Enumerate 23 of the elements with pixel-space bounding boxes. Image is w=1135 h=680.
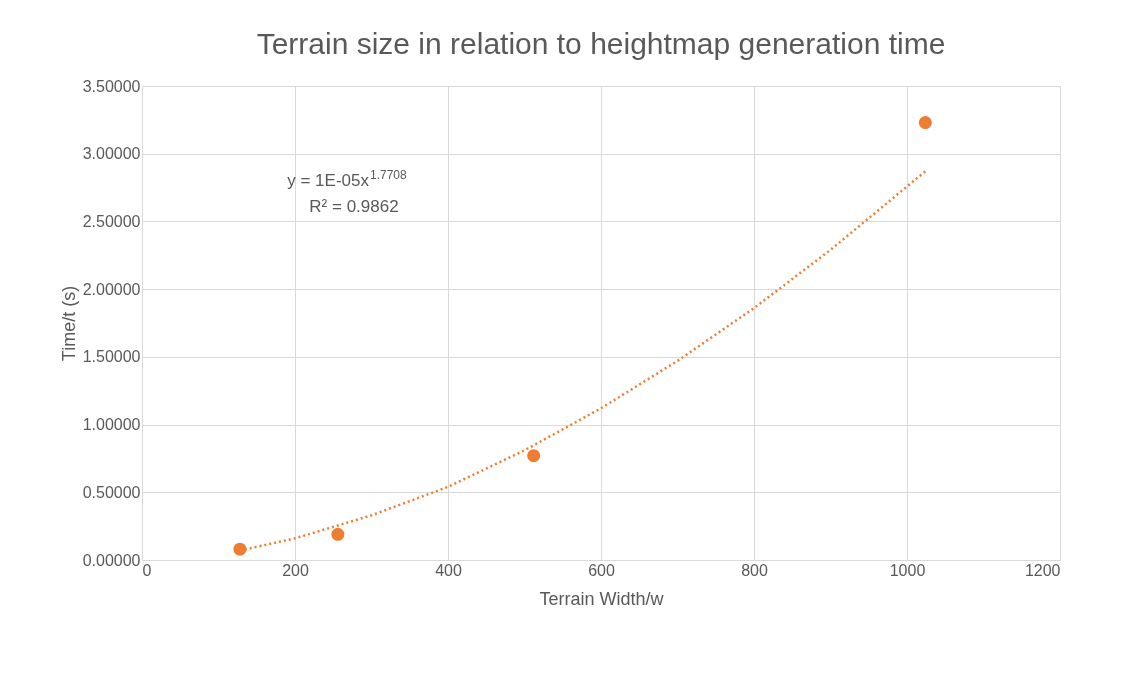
y-tick-label: 2.50000 xyxy=(82,212,141,230)
y-tick-label: 0.50000 xyxy=(82,483,141,501)
point xyxy=(233,542,247,556)
point xyxy=(918,116,932,130)
x-tick-label: 400 xyxy=(435,561,462,579)
point xyxy=(331,527,345,541)
x-tick-label: 1200 xyxy=(1024,561,1061,579)
y-tick-label: 1.00000 xyxy=(82,416,141,434)
x-tick-label: 600 xyxy=(588,561,615,579)
y-tick-label: 0.00000 xyxy=(82,551,141,569)
x-tick-label: 200 xyxy=(282,561,309,579)
x-tick-label: 1000 xyxy=(889,561,926,579)
y-axis-title: Time/t (s) xyxy=(58,285,79,362)
y-tick-label: 2.00000 xyxy=(82,280,141,298)
y-tick-label: 1.50000 xyxy=(82,348,141,366)
x-tick-label: 0 xyxy=(142,561,152,579)
x-axis-title: Terrain Width/w xyxy=(539,588,665,609)
chart-title: Terrain size in relation to heightmap generation time xyxy=(256,27,946,60)
y-tick-label: 3.00000 xyxy=(82,145,141,163)
point xyxy=(527,449,541,463)
y-tick-label: 3.50000 xyxy=(82,77,141,95)
x-tick-label: 800 xyxy=(741,561,768,579)
annotation: R² = 0.9862 xyxy=(309,197,399,216)
